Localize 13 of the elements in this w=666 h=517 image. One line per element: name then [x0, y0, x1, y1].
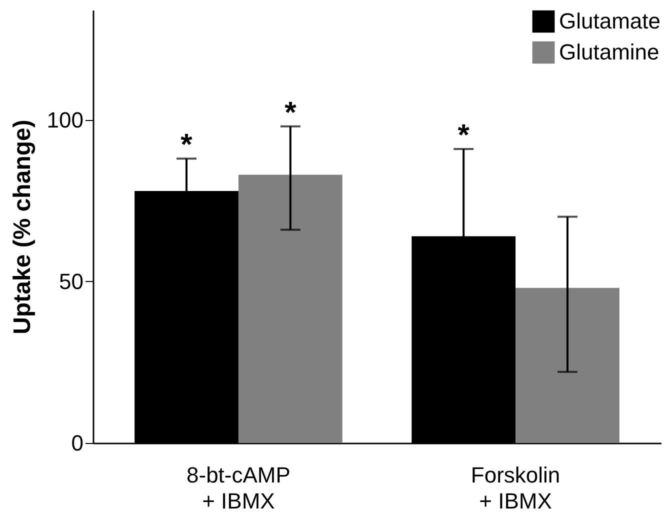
y-tick-label: 0	[71, 430, 84, 456]
bar	[516, 288, 620, 443]
data-label: *	[180, 128, 193, 162]
y-axis-title: Uptake (% change)	[8, 120, 36, 334]
x-tick-label: Forskolin + IBMX	[470, 462, 560, 514]
bar	[238, 174, 342, 443]
data-label: *	[458, 118, 470, 152]
data-label: *	[284, 96, 297, 130]
y-tick-label: 100	[46, 107, 84, 132]
legend-label: Glutamate	[559, 8, 660, 34]
x-tick-label: 8-bt-cAMP + IBMX	[186, 462, 290, 514]
legend-label: Glutamine	[559, 40, 660, 64]
y-tick-label: 50	[59, 268, 84, 294]
